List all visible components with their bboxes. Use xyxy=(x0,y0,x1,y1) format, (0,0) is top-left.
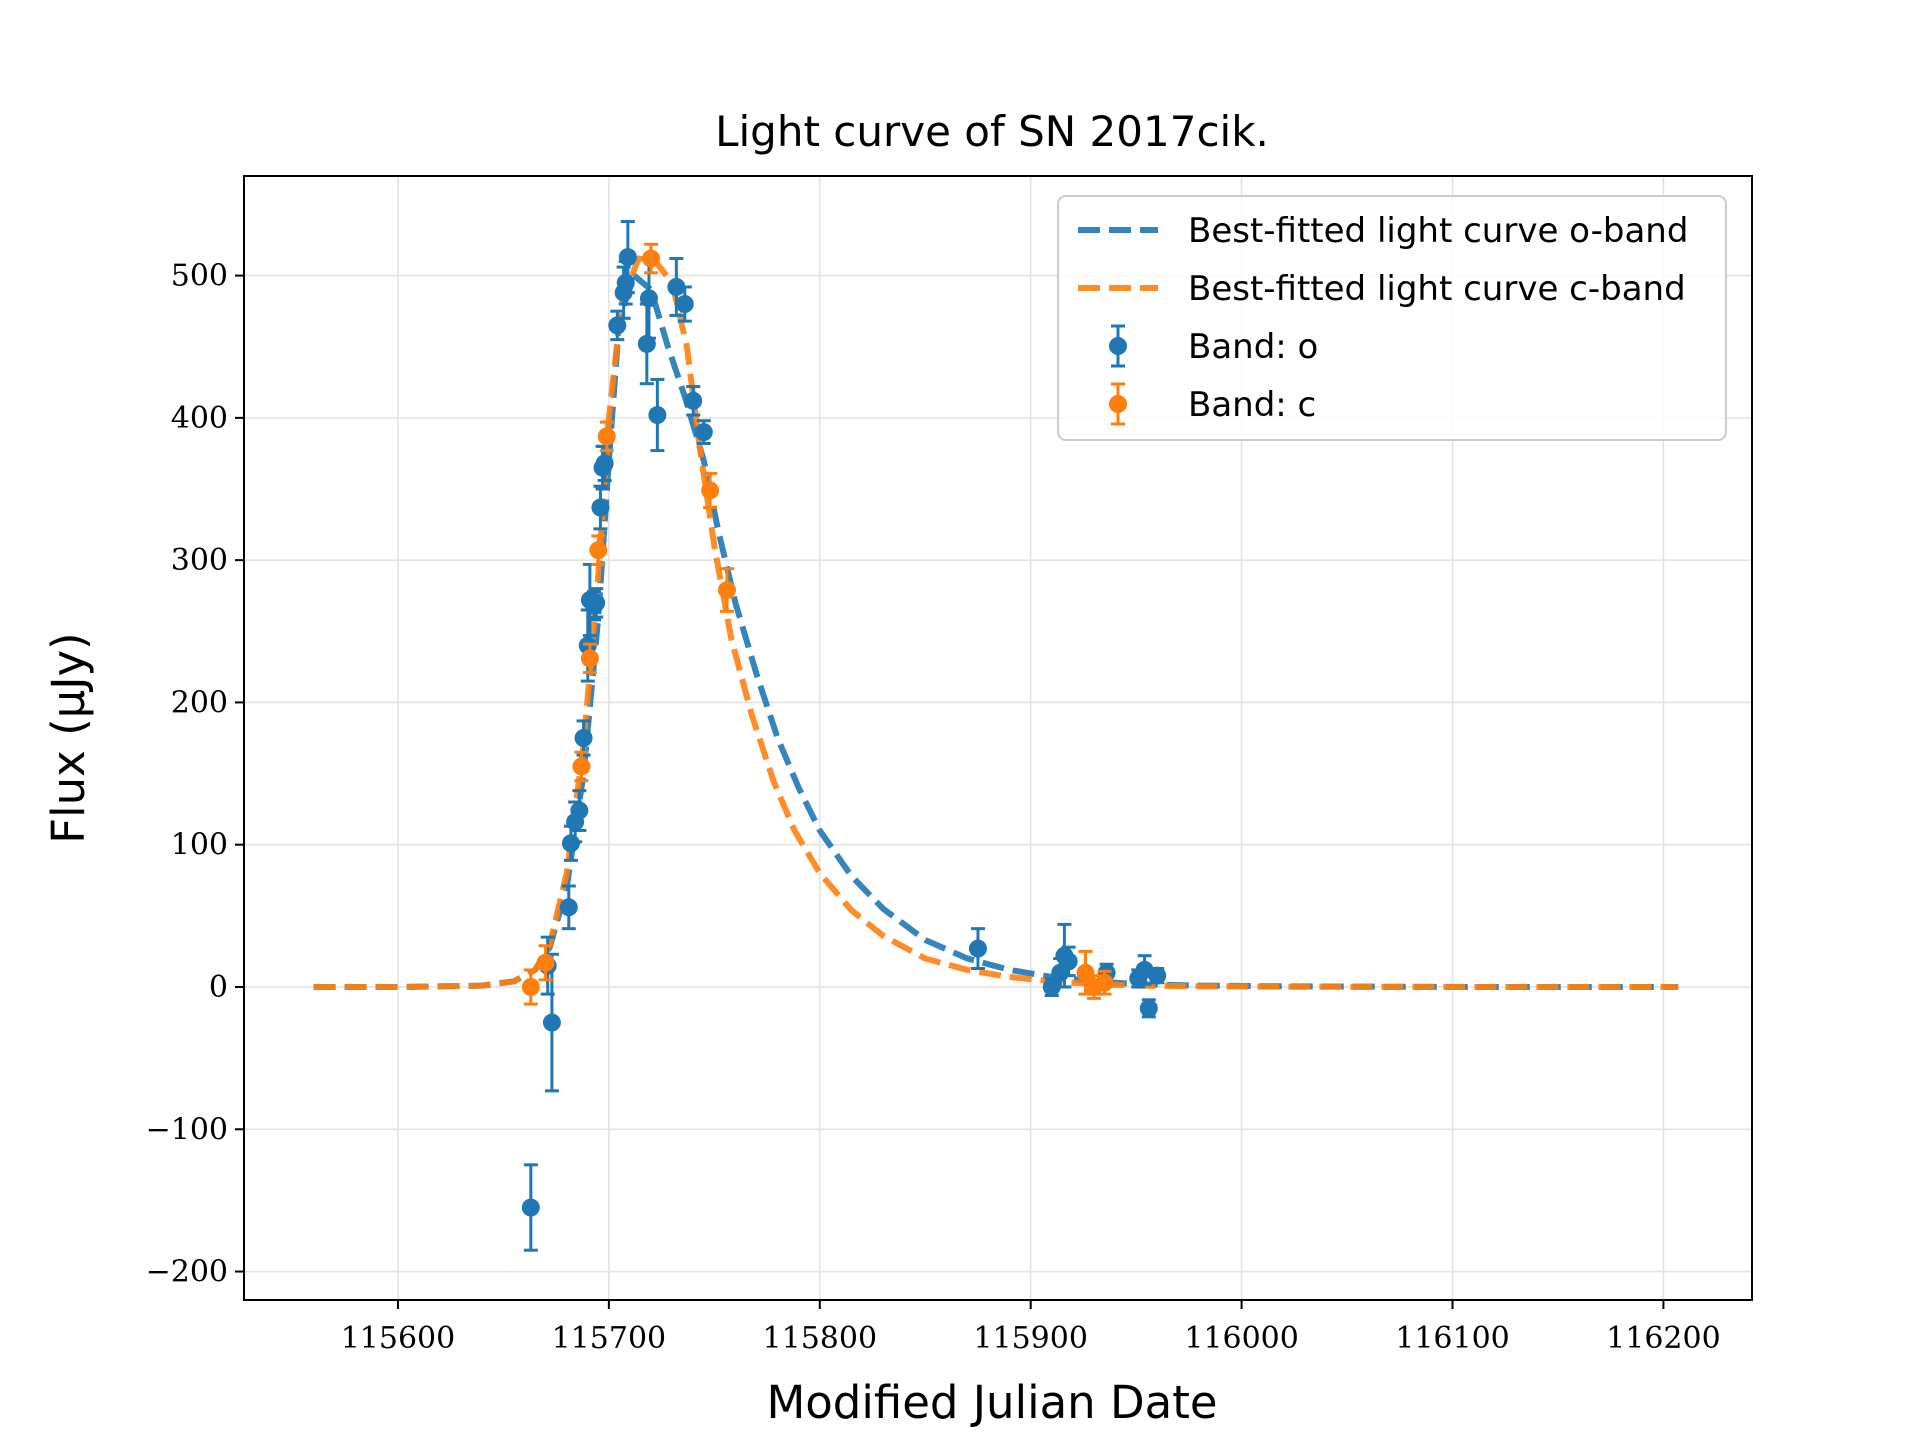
legend-entry-label: Band: o xyxy=(1188,327,1318,367)
data-point xyxy=(572,757,591,776)
x-tick-label: 116100 xyxy=(1395,1321,1510,1356)
data-point xyxy=(1139,999,1158,1018)
legend-entry-label: Best-fitted light curve c-band xyxy=(1188,269,1686,309)
y-axis-ticks: −200 −100 0 100 200 300 400 500 xyxy=(146,259,244,1290)
data-point xyxy=(648,406,667,425)
series-band-c xyxy=(521,242,1114,1006)
x-axis-ticks: 115600 115700 115800 115900 116000 116100 1162… xyxy=(341,1300,1721,1356)
x-tick-label: 115600 xyxy=(341,1321,456,1356)
y-tick-label: 500 xyxy=(171,259,228,294)
data-point xyxy=(701,481,720,500)
x-tick-label: 115800 xyxy=(763,1321,878,1356)
y-tick-label: 0 xyxy=(209,970,228,1005)
data-point xyxy=(597,427,616,446)
data-point xyxy=(580,649,599,668)
data-point xyxy=(1095,973,1114,992)
x-tick-label: 116200 xyxy=(1606,1321,1721,1356)
data-point xyxy=(968,939,987,958)
legend-marker-swatch xyxy=(1109,395,1127,413)
chart-title: Light curve of SN 2017cik. xyxy=(715,107,1269,156)
data-point xyxy=(536,953,555,972)
plot-frame xyxy=(243,175,1753,1301)
x-tick-label: 115900 xyxy=(973,1321,1088,1356)
data-point xyxy=(521,1198,540,1217)
plot-area xyxy=(313,220,1679,1252)
legend-entry-label: Best-fitted light curve o-band xyxy=(1188,211,1688,251)
data-point xyxy=(1059,952,1078,971)
data-point xyxy=(1148,966,1167,985)
data-point xyxy=(667,277,686,296)
legend-box xyxy=(1057,195,1727,441)
y-axis-label: Flux (μJy) xyxy=(42,632,95,844)
data-point xyxy=(591,498,610,517)
data-point xyxy=(587,593,606,612)
data-point xyxy=(1042,977,1061,996)
y-tick-label: 300 xyxy=(171,543,228,578)
data-point xyxy=(542,1013,561,1032)
x-axis-label: Modified Julian Date xyxy=(766,1376,1217,1429)
data-point xyxy=(595,454,614,473)
x-tick-label: 115700 xyxy=(552,1321,667,1356)
legend: Best-fitted light curve o-band Best-fitte… xyxy=(1057,195,1727,441)
series-band-o xyxy=(521,220,1167,1252)
data-point xyxy=(559,898,578,917)
data-point xyxy=(570,801,589,820)
legend-entry-label: Band: c xyxy=(1188,385,1316,425)
data-point xyxy=(675,295,694,314)
grid xyxy=(244,176,1752,1300)
y-tick-label: 400 xyxy=(171,401,228,436)
x-tick-label: 116000 xyxy=(1184,1321,1299,1356)
data-point xyxy=(1076,963,1095,982)
data-point xyxy=(616,273,635,292)
data-point xyxy=(684,391,703,410)
y-tick-label: 200 xyxy=(171,685,228,720)
data-point xyxy=(694,423,713,442)
data-point xyxy=(574,729,593,747)
data-point xyxy=(717,581,736,600)
data-point xyxy=(642,249,661,268)
legend-marker-swatch xyxy=(1109,337,1127,355)
y-tick-label: 100 xyxy=(171,828,228,863)
data-point xyxy=(608,316,627,335)
y-tick-label: −100 xyxy=(146,1112,228,1147)
data-point xyxy=(589,541,608,560)
data-point xyxy=(618,248,637,267)
data-point xyxy=(639,289,658,308)
data-point xyxy=(521,977,540,996)
y-tick-label: −200 xyxy=(146,1255,228,1290)
